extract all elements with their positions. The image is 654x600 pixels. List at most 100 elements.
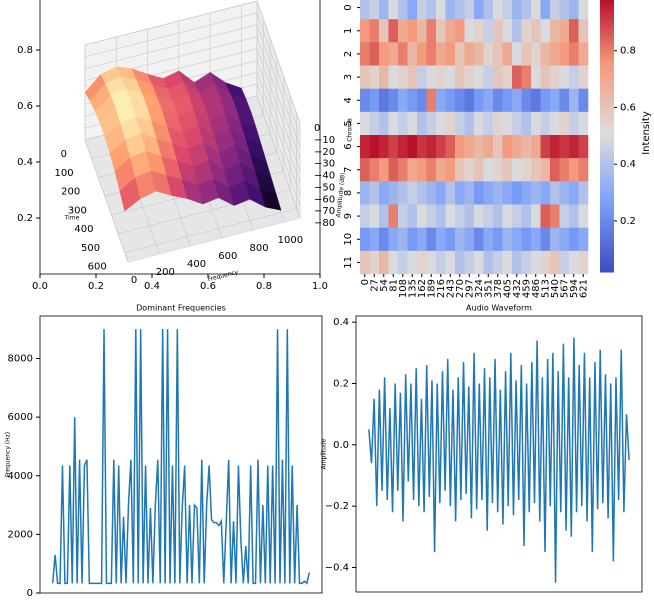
heat-cell (388, 88, 399, 113)
colorbar-step (600, 158, 614, 162)
colorbar-step (600, 248, 614, 252)
colorbar-step (600, 14, 614, 18)
heat-cell (578, 204, 589, 228)
x-tick-label: 216 (436, 279, 447, 298)
heat-cell (369, 158, 380, 182)
x-tick-label: 1.0 (312, 281, 328, 292)
heat-cell (388, 0, 399, 20)
colorbar-step (600, 165, 614, 169)
heat-cell (407, 0, 418, 20)
heat-cell (578, 227, 589, 252)
heat-cell (540, 65, 551, 89)
heat-cell (436, 250, 446, 275)
heat-cell (502, 65, 513, 89)
heat-cell (398, 181, 408, 205)
axes-frame (355, 315, 643, 593)
y-tick-label: 0 (343, 4, 354, 10)
heat-cell (464, 158, 475, 182)
colorbar-step (600, 91, 614, 95)
heat-cell (445, 181, 456, 205)
heat-cell (436, 111, 446, 136)
heat-cell (569, 135, 579, 159)
colorbar-step (600, 142, 614, 146)
heat-cell (445, 227, 456, 252)
y-tick-label: 200 (61, 187, 80, 198)
y-axis-label: Frequency (Hz) (5, 432, 12, 477)
heat-cell (379, 88, 389, 113)
heat-cell (559, 65, 570, 89)
heat-cell (559, 250, 570, 275)
y-tick-label: 0.8 (17, 45, 33, 56)
colorbar-step (600, 109, 614, 113)
heat-cell (493, 65, 503, 89)
colorbar-step (600, 119, 614, 122)
colorbar-step (600, 10, 614, 14)
heat-cell (464, 181, 475, 205)
heat-cell (455, 19, 465, 43)
y-tick-label: 2 (343, 51, 354, 57)
colorbar-step (600, 211, 614, 215)
heat-cell (445, 88, 456, 113)
colorbar-step (600, 86, 614, 90)
heat-cell (417, 204, 427, 228)
heat-cell (426, 135, 437, 159)
heat-cell (445, 42, 456, 66)
heat-cell (578, 42, 589, 66)
colorbar-step (600, 183, 614, 187)
x-tick-label: 621 (578, 279, 589, 298)
y-tick-label: 2000 (8, 529, 33, 540)
heat-cell (398, 227, 408, 252)
z-tick-label: −40 (314, 171, 335, 182)
y-tick-label: 0.4 (17, 157, 33, 168)
colorbar-step (600, 163, 614, 166)
heat-cell (436, 88, 446, 113)
y-tick-label: 300 (68, 205, 87, 216)
heat-cell (540, 42, 551, 66)
heat-cell (531, 227, 541, 252)
heat-cell (474, 0, 484, 20)
y-tick-label: 6000 (8, 412, 33, 423)
heat-cell (559, 227, 570, 252)
heat-cell (502, 111, 513, 136)
heat-cell (360, 135, 370, 159)
heat-cell (474, 250, 484, 275)
heat-cell (531, 0, 541, 20)
colorbar-step (600, 227, 614, 231)
heat-cell (455, 135, 465, 159)
heat-cell (388, 250, 399, 275)
grid-line (256, 0, 301, 124)
colorbar-step (600, 174, 614, 178)
heat-cell (540, 88, 551, 113)
heat-cell (436, 65, 446, 89)
colorbar-step (600, 26, 614, 30)
heat-cell (578, 19, 589, 43)
colorbar-step (600, 209, 614, 213)
colorbar-step (600, 126, 614, 129)
heat-cell (521, 204, 532, 228)
heat-cell (417, 0, 427, 20)
heat-cell (569, 227, 579, 252)
heat-cell (578, 135, 589, 159)
heat-cell (493, 111, 503, 136)
heat-cell (379, 19, 389, 43)
heat-cell (521, 19, 532, 43)
heat-cell (512, 19, 522, 43)
colorbar-step (600, 38, 614, 41)
heat-cell (464, 227, 475, 252)
colorbar-step (600, 241, 614, 245)
heat-cell (369, 88, 380, 113)
heat-cell (379, 181, 389, 205)
heat-cell (445, 250, 456, 275)
colorbar-step (600, 116, 614, 120)
heat-cell (483, 19, 494, 43)
colorbar-step (600, 214, 614, 217)
heat-cell (464, 111, 475, 136)
x-tick-label: 567 (559, 279, 570, 298)
x-tick-label: 0.4 (144, 281, 160, 292)
x-tick-label: 400 (187, 259, 206, 270)
heat-cell (493, 19, 503, 43)
y-tick-label: 10 (343, 233, 354, 246)
heat-cell (436, 135, 446, 159)
colorbar-step (600, 42, 614, 46)
